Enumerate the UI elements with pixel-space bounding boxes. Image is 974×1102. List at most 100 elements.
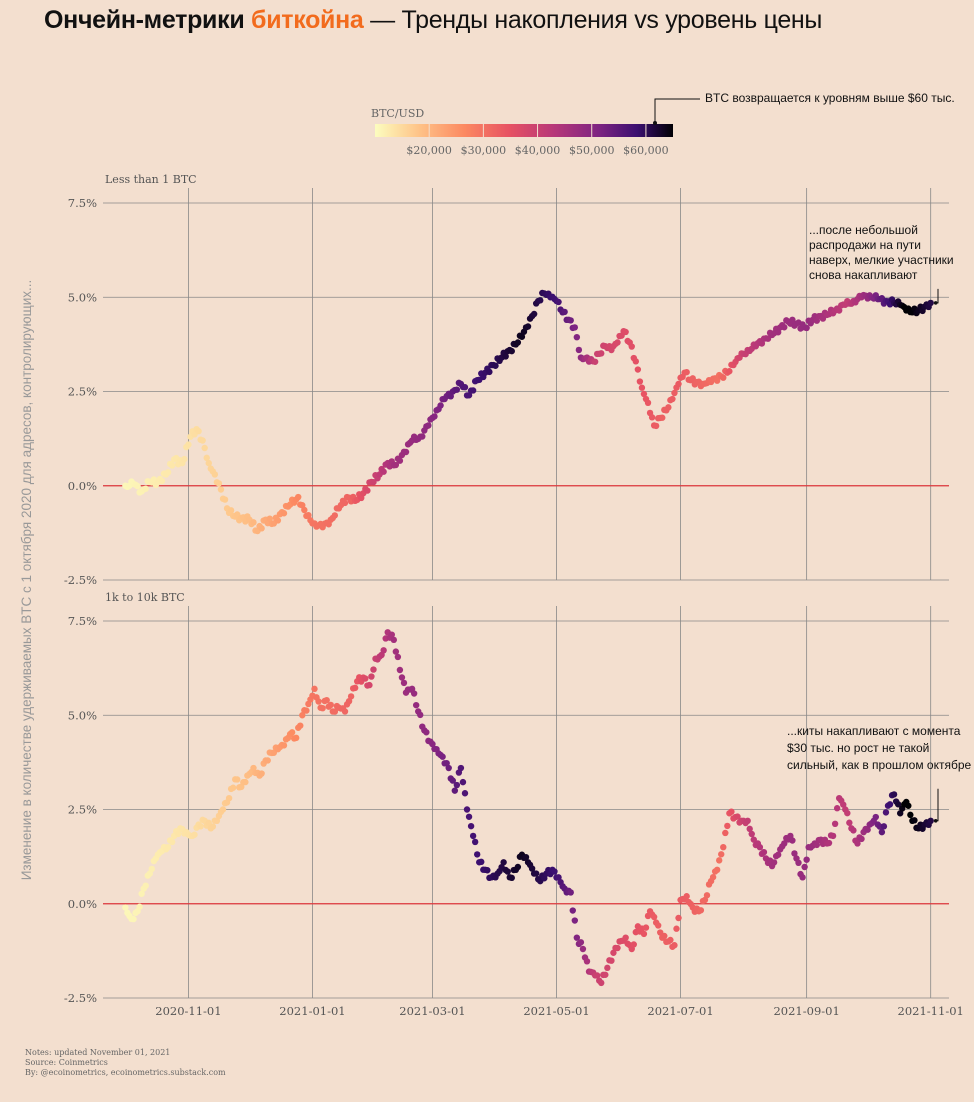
data-point <box>508 874 515 882</box>
data-point <box>425 422 432 429</box>
data-point <box>709 873 717 881</box>
data-point <box>831 820 839 828</box>
data-point <box>715 857 723 864</box>
data-point <box>630 941 637 948</box>
data-point <box>164 469 172 476</box>
data-point <box>628 343 635 350</box>
data-point <box>724 822 731 830</box>
data-point <box>537 297 544 304</box>
data-point <box>575 346 583 354</box>
panel-less-than-1-btc: Less than 1 BTC -2.5% 0.0% 2.5% 5.0% 7.5% ...п… <box>64 173 954 587</box>
data-point <box>514 863 522 871</box>
data-point <box>443 759 450 767</box>
chart-notes: Notes: updated November 01, 2021 Source:… <box>25 1048 226 1078</box>
data-point <box>191 831 198 838</box>
data-point <box>138 890 145 897</box>
colorbar-annotation: BTC возвращается к уровням выше $60 тыс. <box>705 91 955 105</box>
y-axis-label: Изменение в количестве удерживаемых BTC … <box>19 280 34 881</box>
data-point <box>258 770 265 777</box>
x-tick-label: 2021-11-01 <box>898 1004 964 1018</box>
data-point <box>465 813 473 820</box>
x-tick-label: 2021-05-01 <box>523 1004 589 1018</box>
data-point <box>750 836 757 843</box>
panel-annotation: ...после небольшой распродажи на пути наве… <box>809 223 954 305</box>
data-point <box>669 395 676 403</box>
data-point <box>221 496 229 503</box>
data-point <box>380 468 387 475</box>
colorbar-tick-label: $20,000 <box>406 144 452 157</box>
data-point <box>813 841 821 849</box>
data-point <box>319 704 326 712</box>
colorbar-gradient <box>375 124 673 137</box>
data-point <box>654 922 662 929</box>
data-point <box>388 631 395 638</box>
data-point <box>835 307 843 314</box>
data-point <box>484 867 491 874</box>
colorbar-title: BTC/USD <box>371 107 424 120</box>
data-point <box>774 329 782 336</box>
data-point <box>461 790 469 797</box>
data-point <box>671 942 678 949</box>
data-point <box>264 757 271 764</box>
data-point <box>130 915 137 923</box>
data-point <box>266 515 273 522</box>
data-point <box>396 457 404 464</box>
annotation-connector <box>935 288 939 304</box>
data-point <box>744 817 751 825</box>
y-tick-label: 7.5% <box>68 614 97 628</box>
data-point <box>774 851 782 858</box>
data-point <box>652 422 660 430</box>
data-point <box>791 850 798 857</box>
data-point <box>713 866 721 874</box>
data-point <box>168 462 176 469</box>
data-point <box>803 856 810 863</box>
data-point <box>846 819 853 826</box>
data-point <box>423 729 430 736</box>
data-point <box>644 399 652 407</box>
data-point <box>713 377 721 384</box>
data-point <box>447 393 454 400</box>
data-point <box>229 784 237 791</box>
data-point <box>280 742 288 749</box>
data-point <box>392 648 400 655</box>
data-point <box>760 848 768 856</box>
data-point <box>886 801 894 808</box>
annotation-marker <box>933 301 938 305</box>
data-point <box>801 863 808 871</box>
data-point <box>351 684 359 692</box>
data-point <box>598 979 605 987</box>
data-point <box>571 917 579 924</box>
data-point <box>502 353 509 360</box>
data-point <box>720 844 727 851</box>
data-point <box>591 358 599 365</box>
data-point <box>142 485 149 492</box>
data-point <box>508 347 515 355</box>
data-point <box>748 830 755 838</box>
data-point <box>492 362 499 369</box>
data-point <box>819 315 827 322</box>
data-point <box>227 507 235 514</box>
data-point <box>640 930 648 938</box>
data-point <box>217 486 225 493</box>
colorbar-annotation-connector <box>654 98 700 123</box>
data-point <box>504 868 511 875</box>
data-point <box>683 893 690 900</box>
data-point <box>673 925 680 932</box>
y-tick-label: 0.0% <box>68 897 97 911</box>
data-point <box>608 957 615 964</box>
data-point <box>555 298 562 306</box>
data-point <box>927 817 934 825</box>
data-point <box>250 764 257 772</box>
data-point <box>561 308 568 316</box>
data-point <box>573 333 581 341</box>
colorbar-annotation-marker <box>653 121 657 125</box>
data-point <box>844 809 851 817</box>
data-point <box>199 437 206 444</box>
data-point <box>209 823 217 830</box>
data-point <box>366 681 373 689</box>
data-point <box>473 851 481 858</box>
data-point <box>640 390 648 398</box>
data-point <box>205 459 212 467</box>
data-point <box>514 339 522 346</box>
